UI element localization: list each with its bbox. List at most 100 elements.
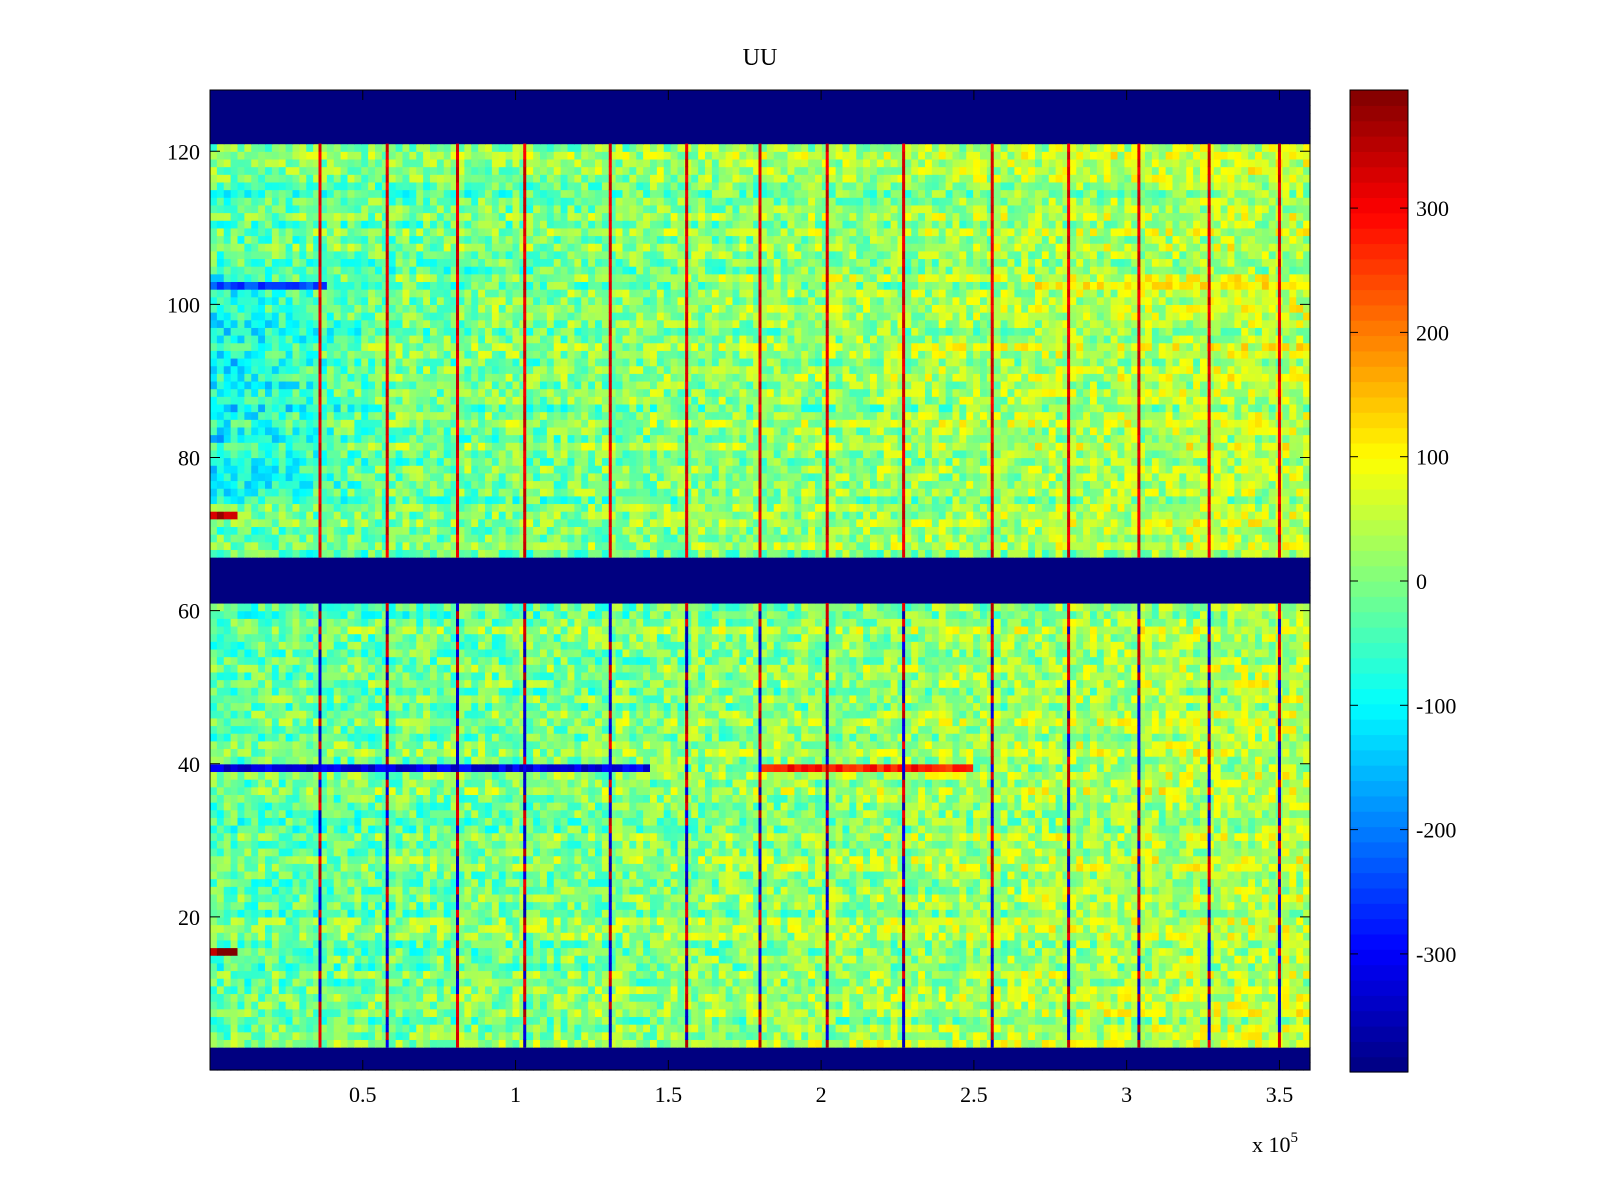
heatmap-cell [787,893,795,903]
heatmap-cell [581,878,589,887]
heatmap-cell [498,1039,507,1048]
heatmap-cell [381,978,390,987]
heatmap-cell [1158,916,1167,926]
heatmap-cell [670,878,679,887]
heatmap-cell [478,1039,486,1048]
heatmap-cell [980,978,988,987]
heatmap-cell [766,1054,775,1063]
heatmap-cell [1193,955,1201,964]
heatmap-cell [320,955,328,964]
heatmap-cell [622,893,630,903]
heatmap-cell [787,1024,795,1033]
heatmap-cell [821,1024,830,1033]
heatmap-cell [347,893,355,903]
heatmap-cell [753,1054,761,1063]
heatmap-cell [691,1008,699,1018]
heatmap-cell [870,909,878,918]
heatmap-cell [883,1062,892,1071]
heatmap-cell [326,985,335,995]
heatmap-cell [725,970,734,979]
heatmap-cell [938,993,947,1002]
heatmap-cell [890,855,899,864]
heatmap-cell [210,870,218,880]
heatmap-cell [478,939,486,949]
heatmap-cell [388,993,397,1002]
heatmap-cell [794,909,802,918]
heatmap-cell [643,1008,651,1018]
heatmap-cell [925,832,933,841]
heatmap-cell [567,985,575,995]
heatmap-cell [670,985,679,995]
heatmap-cell [691,1031,699,1040]
heatmap-cell [1303,832,1311,841]
heatmap-cell [1124,1047,1132,1056]
heatmap-cell [1131,901,1139,910]
heatmap-cell [1220,978,1229,987]
heatmap-cell [911,840,919,849]
heatmap-cell [1165,962,1174,972]
heatmap-cell [340,1054,349,1063]
heatmap-cell [601,1031,610,1040]
heatmap-cell [388,832,397,841]
heatmap-cell [430,1062,438,1071]
heatmap-cell [471,1024,479,1033]
heatmap-cell [663,1008,672,1018]
heatmap-cell [890,1016,899,1025]
heatmap-cell [505,909,514,918]
heatmap-cell [485,932,493,941]
heatmap-cell [608,1016,617,1025]
heatmap-cell [945,886,954,895]
heatmap-cell [739,863,747,872]
heatmap-cell [656,1039,665,1048]
heatmap-cell [210,985,218,995]
heatmap-cell [498,947,507,956]
heatmap-cell [925,1031,933,1040]
heatmap-cell [450,886,459,895]
heatmap-cell [677,863,685,872]
heatmap-cell [567,939,575,949]
heatmap-cell [1303,947,1311,956]
heatmap-cell [1268,909,1277,918]
heatmap-cell [409,916,417,926]
heatmap-cell [546,1054,555,1063]
heatmap-cell [973,893,981,903]
heatmap-cell [883,955,892,964]
heatmap-cell [966,1047,974,1056]
heatmap-cell [1289,847,1297,857]
heatmap-cell [285,1024,294,1033]
heatmap-cell [911,1031,919,1040]
heatmap-cell [595,1054,603,1063]
heatmap-cell [381,1039,390,1048]
heatmap-cell [1007,1016,1015,1025]
heatmap-cell [1048,878,1057,887]
heatmap-cell [1055,955,1064,964]
heatmap-cell [1248,878,1256,887]
heatmap-cell [306,893,314,903]
heatmap-cell [670,1047,679,1056]
heatmap-cell [725,878,734,887]
heatmap-cell [540,932,548,941]
heatmap-cell [244,878,252,887]
heatmap-cell [368,893,376,903]
heatmap-cell [849,863,857,872]
heatmap-cell [292,1047,300,1056]
heatmap-cell [271,924,280,933]
heatmap-cell [1103,886,1112,895]
heatmap-cell [656,870,665,880]
heatmap-cell [718,886,727,895]
heatmap-cell [773,1001,782,1010]
heatmap-cell [271,1024,280,1033]
heatmap-cell [773,939,782,949]
heatmap-cell [416,847,424,857]
heatmap-cell [1255,886,1263,895]
heatmap-cell [292,1024,300,1033]
heatmap-cell [966,909,974,918]
heatmap-cell [409,1008,417,1018]
heatmap-cell [815,924,823,933]
heatmap-cell [808,932,816,941]
heatmap-cell [663,1031,672,1040]
heatmap-cell [375,955,383,964]
heatmap-cell [890,947,899,956]
heatmap-cell [1255,863,1263,872]
heatmap-cell [794,916,802,926]
